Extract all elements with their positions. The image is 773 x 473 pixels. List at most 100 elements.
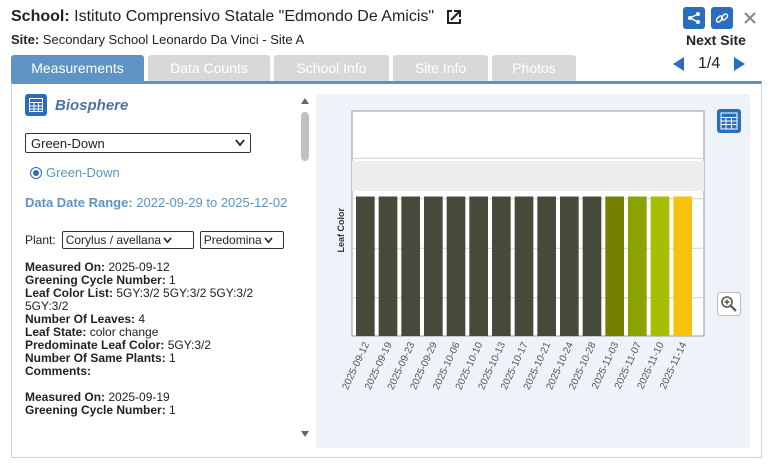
detail-value: 2025-09-12	[105, 260, 170, 274]
pager: 1/4	[673, 55, 746, 73]
next-site-label: Next Site	[686, 32, 746, 48]
protocol-select[interactable]: Green-Down	[25, 133, 251, 153]
scroll-down-icon[interactable]	[301, 431, 309, 437]
detail-field: Measured On: 2025-09-19	[25, 391, 295, 404]
bar	[560, 196, 579, 336]
detail-value: color change	[86, 325, 159, 339]
site-name: Secondary School Leonardo Da Vinci - Sit…	[42, 32, 305, 47]
bar	[537, 196, 556, 336]
school-label: School:	[11, 8, 70, 25]
detail-field: Number Of Same Plants: 1	[25, 352, 295, 365]
detail-key: Number Of Leaves:	[25, 312, 136, 326]
bar	[514, 196, 534, 336]
table-view-button[interactable]	[717, 109, 741, 133]
bar	[582, 196, 602, 336]
detail-key: Greening Cycle Number:	[25, 403, 166, 417]
detail-field: Leaf State: color change	[25, 326, 295, 339]
measurements-list[interactable]: Biosphere Green-Down Green-Down Data Dat…	[25, 94, 295, 449]
next-arrow-icon[interactable]	[734, 57, 746, 71]
detail-value: 2025-09-19	[105, 390, 170, 404]
bar	[605, 196, 624, 336]
date-range-value: 2022-09-29 to 2025-12-02	[136, 195, 288, 210]
radio-icon	[30, 166, 42, 179]
detail-field: Measured On: 2025-09-12	[25, 261, 295, 274]
header: School: Istituto Comprensivo Statale "Ed…	[11, 6, 463, 50]
bar	[650, 196, 670, 336]
date-range-label: Data Date Range:	[25, 195, 133, 210]
detail-value: 1	[165, 403, 176, 417]
radio-green-down[interactable]: Green-Down	[30, 165, 295, 180]
detail-key: Greening Cycle Number:	[25, 273, 166, 287]
bar	[492, 196, 511, 336]
detail-field: Leaf Color List: 5GY:3/2 5GY:3/2 5GY:3/2…	[25, 287, 295, 313]
share-button[interactable]	[683, 7, 705, 29]
bar	[424, 196, 443, 336]
prev-arrow-icon[interactable]	[673, 57, 684, 71]
detail-field: Comments:	[25, 365, 295, 378]
bar	[378, 196, 398, 336]
chart-area: 2025-09-12 2025-09-19 2025-09-23 2025-09-29…	[316, 94, 750, 448]
detail-key: Number Of Same Plants:	[25, 351, 166, 365]
detail-key: Measured On:	[25, 390, 106, 404]
external-link-icon[interactable]	[445, 8, 463, 26]
detail-value: 5GY:3/2	[164, 338, 212, 352]
bar	[673, 196, 692, 336]
chevron-down-icon	[235, 139, 245, 147]
scrollbar[interactable]	[299, 94, 311, 449]
tab-measurements[interactable]: Measurements	[11, 55, 144, 81]
leaf-color-chart: 2025-09-122025-09-192025-09-232025-09-29…	[336, 110, 705, 392]
protocol-select-value: Green-Down	[31, 135, 105, 151]
type-select-value: Predomina	[203, 233, 262, 247]
bar	[446, 196, 466, 336]
plot-band	[352, 161, 704, 191]
chevron-down-icon	[264, 236, 273, 244]
tab-bar: Measurements Data Counts School Info Sit…	[11, 55, 576, 81]
plant-select[interactable]: Corylus / avellana	[61, 231, 194, 249]
measurement-details: Measured On: 2025-09-12 Greening Cycle Nu…	[25, 261, 295, 417]
type-select[interactable]: Predomina	[199, 231, 284, 249]
school-name: Istituto Comprensivo Statale "Edmondo De…	[74, 8, 435, 25]
page-indicator: 1/4	[698, 55, 721, 72]
y-axis-label: Leaf Color	[336, 208, 346, 253]
detail-key: Leaf Color List:	[25, 286, 114, 300]
detail-key: Comments:	[25, 364, 92, 378]
detail-field: Number Of Leaves: 4	[25, 313, 295, 326]
plant-select-value: Corylus / avellana	[65, 233, 162, 247]
detail-key: Measured On:	[25, 260, 106, 274]
detail-field: Predominate Leaf Color: 5GY:3/2	[25, 339, 295, 352]
table-icon[interactable]	[25, 94, 47, 116]
plant-row: Plant: Corylus / avellana Predomina	[25, 231, 295, 249]
detail-field: Greening Cycle Number: 1	[25, 404, 295, 417]
close-button[interactable]	[739, 7, 761, 29]
protocol-title: Biosphere	[25, 94, 295, 116]
tab-data-counts[interactable]: Data Counts	[148, 55, 270, 81]
bar	[401, 196, 420, 336]
plant-label: Plant:	[25, 233, 56, 247]
tab-photos[interactable]: Photos	[492, 55, 576, 81]
chevron-down-icon	[163, 236, 172, 244]
measurements-panel: Biosphere Green-Down Green-Down Data Dat…	[11, 81, 762, 458]
detail-value: 4	[135, 312, 146, 326]
site-label: Site:	[11, 32, 40, 47]
bar	[469, 196, 488, 336]
scroll-up-icon[interactable]	[301, 98, 309, 104]
table-icon	[717, 109, 741, 133]
close-icon	[744, 12, 756, 24]
school-line: School: Istituto Comprensivo Statale "Ed…	[11, 6, 463, 28]
tab-school-info[interactable]: School Info	[274, 55, 389, 81]
tab-site-info[interactable]: Site Info	[393, 55, 488, 81]
zoom-in-icon	[721, 296, 737, 312]
detail-field: Greening Cycle Number: 1	[25, 274, 295, 287]
site-line: Site: Secondary School Leonardo Da Vinci…	[11, 30, 463, 50]
detail-value: 1	[165, 351, 176, 365]
date-range: Data Date Range: 2022-09-29 to 2025-12-0…	[25, 192, 295, 213]
detail-value: 1	[165, 273, 176, 287]
top-icons	[683, 7, 761, 29]
detail-key: Leaf State:	[25, 325, 87, 339]
scroll-thumb[interactable]	[301, 112, 309, 161]
link-button[interactable]	[711, 7, 733, 29]
detail-value: 5GY:3/2 5GY:3/2 5GY:3/2 5GY:3/2	[25, 286, 254, 313]
link-icon	[715, 13, 729, 23]
zoom-button[interactable]	[717, 292, 741, 316]
protocol-name: Biosphere	[55, 96, 129, 114]
